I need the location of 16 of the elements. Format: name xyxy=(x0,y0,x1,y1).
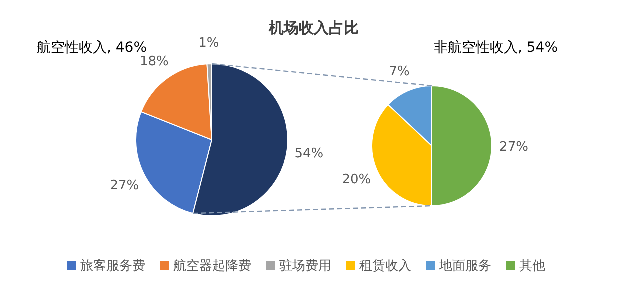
legend-label: 其他 xyxy=(520,259,546,274)
data-label: 27% xyxy=(500,140,528,155)
legend-label: 驻场费用 xyxy=(280,259,332,274)
data-label: 1% xyxy=(198,36,220,52)
data-label: 27% xyxy=(110,178,140,194)
data-label: 7% xyxy=(389,64,410,80)
data-label: 54% xyxy=(294,146,324,162)
data-label: 18% xyxy=(140,54,169,70)
legend-label: 旅客服务费 xyxy=(80,258,146,274)
text: 非航空性收入, 54% xyxy=(434,40,558,56)
legend-label: 租赁收入 xyxy=(360,259,412,274)
chart-title: 机场收入占比 xyxy=(268,19,359,37)
data-label: 20% xyxy=(342,172,372,188)
text: 航空性收入, 46% xyxy=(36,40,148,56)
legend-label: 航空器起降费 xyxy=(174,259,252,274)
legend-label: 地面服务 xyxy=(438,259,492,274)
